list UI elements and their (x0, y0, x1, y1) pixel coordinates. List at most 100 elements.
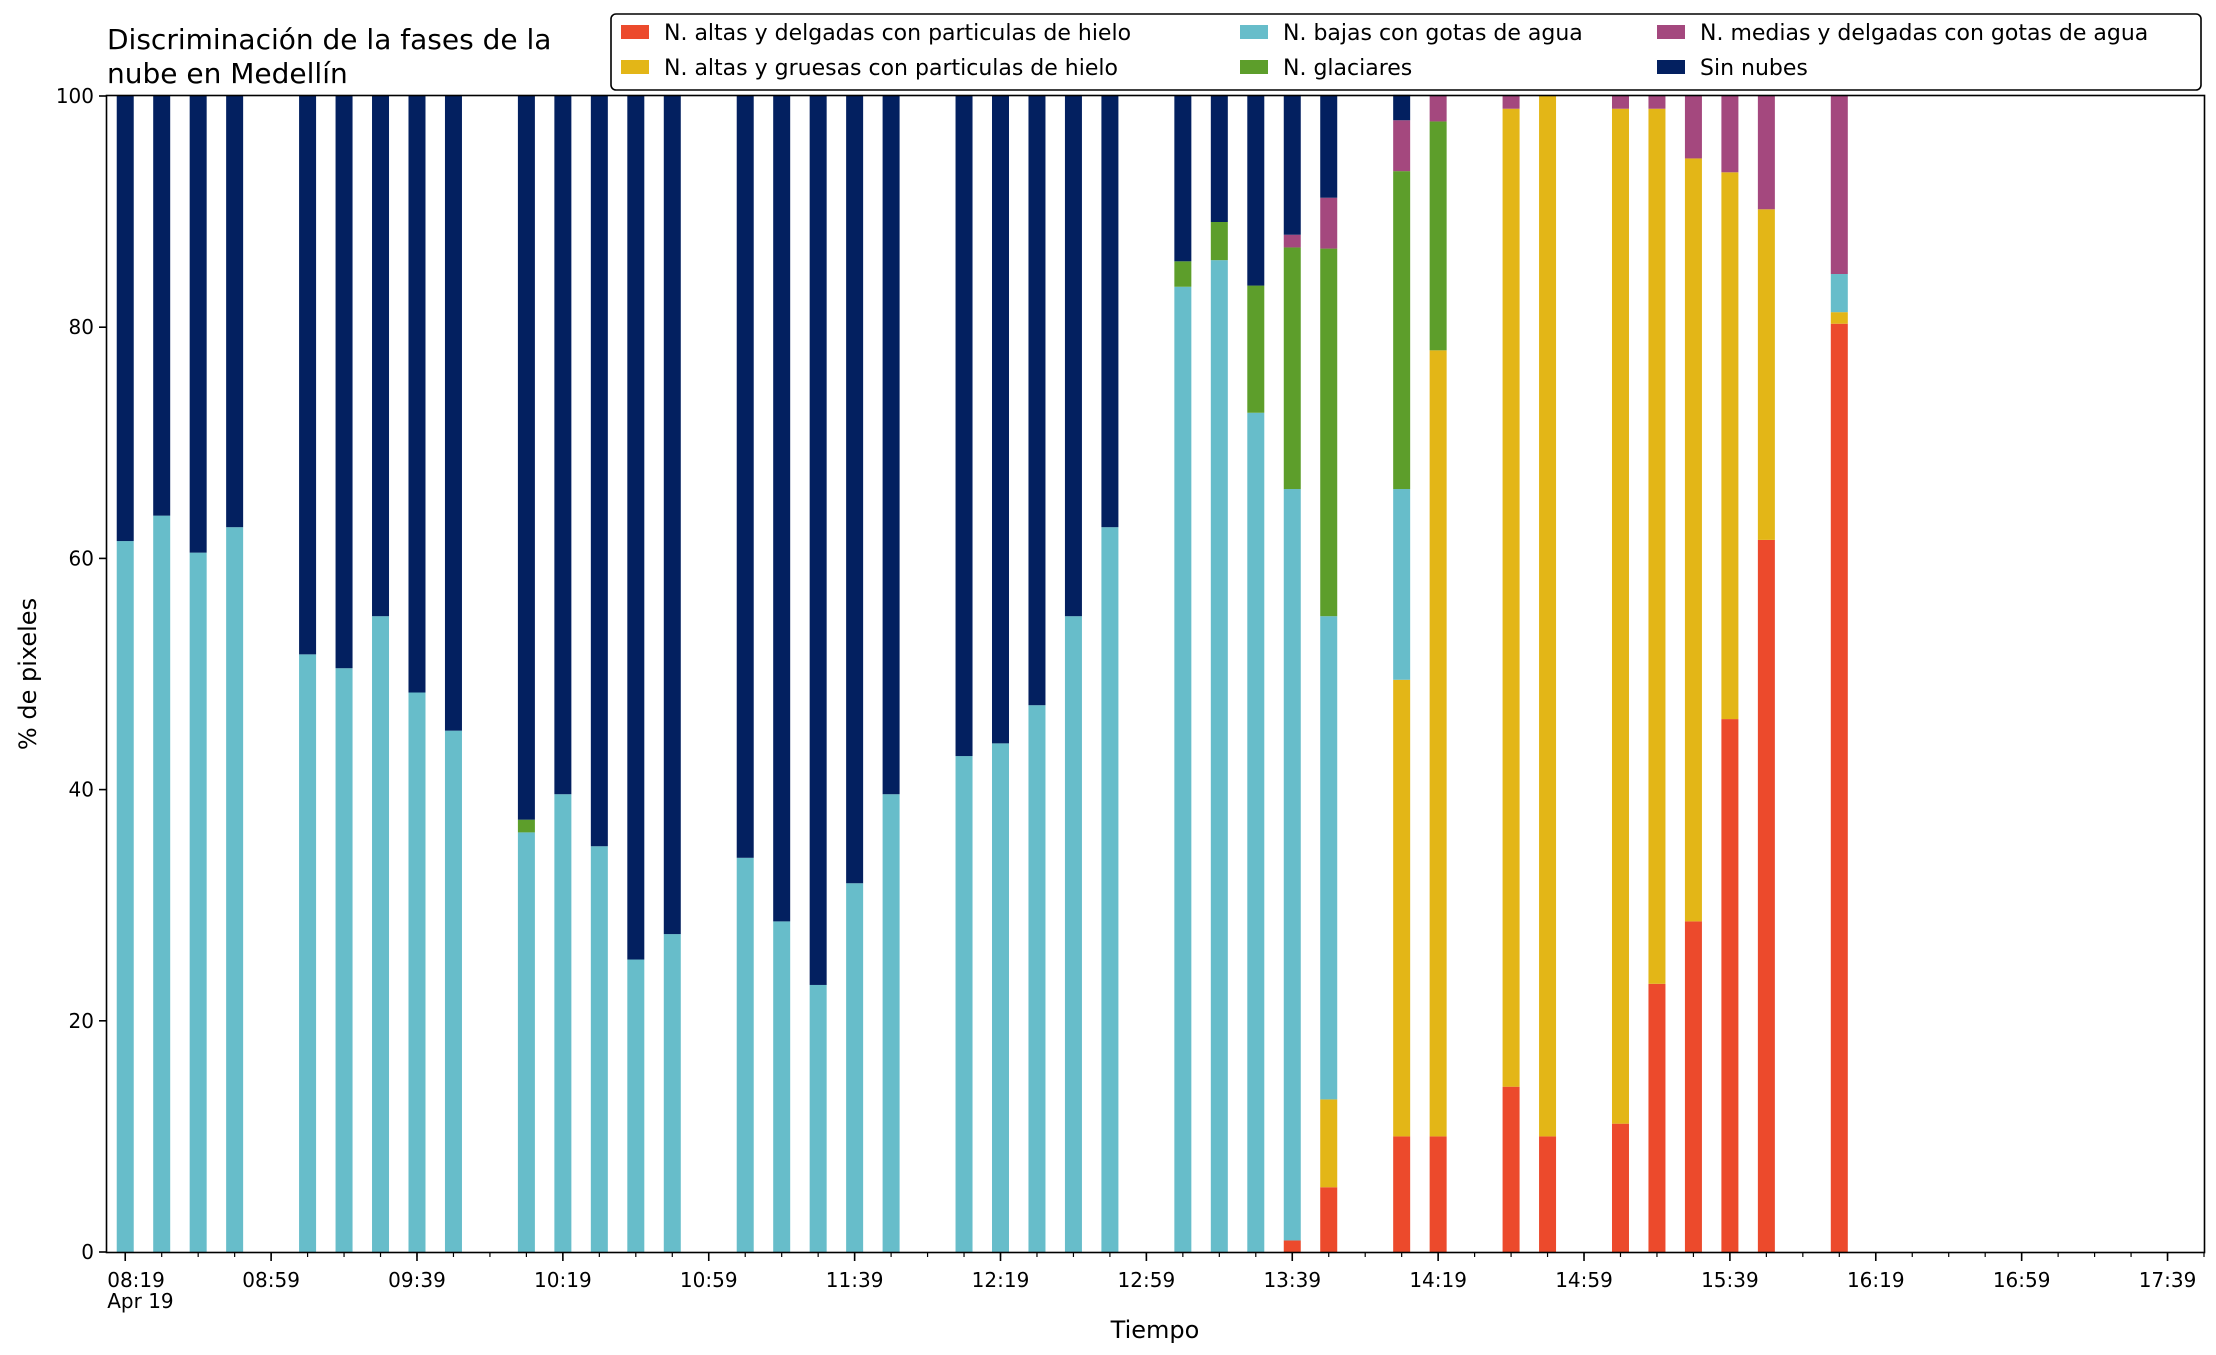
bar-segment-1009-s2 (517, 832, 535, 1252)
legend-label-2: N. bajas con gotas de agua (1283, 21, 1583, 46)
bar-segment-1409-s4 (1393, 120, 1411, 172)
bar-segment-1439-s1 (1502, 108, 1520, 1087)
bar-segment-1529-s4 (1684, 96, 1702, 159)
legend-swatch-5 (1657, 60, 1685, 74)
bar-segment-1029-s5 (590, 96, 608, 847)
bar-segment-0919-s5 (335, 96, 353, 669)
bar-segment-1049-s5 (663, 96, 681, 935)
bar-segment-1409-s1 (1393, 679, 1411, 1137)
y-tick-label-20: 20 (69, 1009, 94, 1033)
legend-label-4: N. medias y delgadas con gotas de agua (1700, 21, 2148, 46)
bar-segment-1149-s2 (882, 794, 900, 1252)
x-tick-label-1059: 10:59 (680, 1268, 738, 1292)
legend-swatch-1 (621, 60, 649, 74)
bar-segment-1039-s2 (627, 959, 645, 1252)
bar-segment-1339-s5 (1283, 96, 1301, 235)
bar-segment-1409-s3 (1393, 171, 1411, 490)
bar-segment-1519-s1 (1648, 108, 1666, 984)
x-axis: 08:19 08:59 09:39 10:19 10:59 11:39 12:19 12:59… (107, 1252, 2205, 1313)
bar-segment-1419-s4 (1429, 96, 1447, 122)
bar-segment-1439-s4 (1502, 96, 1520, 109)
bar-segment-1609-s1 (1830, 312, 1848, 324)
x-tick-sublabel: Apr 19 (107, 1289, 173, 1313)
bar-segment-1549-s1 (1757, 209, 1775, 540)
x-tick-label-0859: 08:59 (242, 1268, 300, 1292)
y-axis: 0 20 40 60 80 100 (56, 84, 107, 1264)
y-tick-label-40: 40 (69, 778, 94, 802)
bar-segment-1109-s5 (736, 96, 754, 858)
bar-segment-1319-s2 (1210, 260, 1228, 1252)
bar-segment-0949-s2 (444, 730, 462, 1252)
bar-segment-1349-s2 (1320, 616, 1338, 1100)
bar-segment-1409-s0 (1393, 1136, 1411, 1252)
bar-segment-1249-s5 (1101, 96, 1119, 528)
bar-segment-1529-s1 (1684, 158, 1702, 922)
x-tick-label-1659: 16:59 (1993, 1268, 2051, 1292)
bar-segment-1339-s4 (1283, 234, 1301, 248)
x-tick-label-0819: 08:19 (107, 1268, 165, 1292)
bar-segment-1409-s5 (1393, 94, 1411, 121)
bar-segment-0819-s5 (116, 96, 134, 542)
bar-segment-1409-s2 (1393, 489, 1411, 680)
bar-segment-1609-s4 (1830, 96, 1848, 275)
bar-segment-1209-s2 (955, 756, 973, 1252)
bar-segment-1219-s2 (992, 743, 1009, 1252)
bar-segment-1339-s2 (1283, 489, 1301, 1241)
legend-swatch-2 (1240, 25, 1268, 39)
bar-segment-1109-s2 (736, 857, 754, 1252)
bar-segment-0919-s2 (335, 668, 353, 1252)
bar-segment-1349-s5 (1320, 96, 1338, 198)
bar-segment-1419-s0 (1429, 1136, 1447, 1252)
bar-segment-1549-s4 (1757, 96, 1775, 210)
legend-items: N. altas y delgadas con particulas de hi… (621, 21, 2148, 81)
chart-title-line-1: Discriminación de la fases de la (107, 23, 551, 56)
y-tick-label-0: 0 (81, 1240, 94, 1264)
bar-segment-1139-s2 (846, 883, 864, 1252)
x-tick-label-1019: 10:19 (534, 1268, 592, 1292)
bar-segment-1329-s3 (1247, 285, 1265, 413)
legend-swatch-0 (621, 25, 649, 39)
legend-label-0: N. altas y delgadas con particulas de hi… (664, 21, 1131, 46)
legend-label-3: N. glaciares (1283, 56, 1412, 81)
bar-segment-1419-s1 (1429, 350, 1447, 1137)
x-tick-label-1619: 16:19 (1847, 1268, 1905, 1292)
bar-segment-1539-s0 (1721, 719, 1739, 1252)
bar-segment-1349-s0 (1320, 1187, 1338, 1252)
x-tick-label-1219: 12:19 (972, 1268, 1030, 1292)
legend-swatch-4 (1657, 25, 1685, 39)
x-tick-label-1739: 17:39 (2139, 1268, 2197, 1292)
bar-segment-1019-s5 (554, 96, 572, 795)
bar-segment-1419-s3 (1429, 121, 1447, 351)
bar-segment-1149-s5 (882, 96, 900, 795)
bar-segment-1349-s3 (1320, 248, 1338, 617)
y-tick-label-100: 100 (56, 84, 94, 108)
bar-segment-0929-s2 (372, 616, 390, 1252)
bars-layer (116, 94, 1848, 1253)
bar-segment-1229-s2 (1028, 705, 1046, 1252)
bar-segment-1319-s3 (1210, 222, 1228, 261)
bar-segment-0839-s2 (189, 552, 207, 1252)
bar-segment-1129-s5 (809, 96, 827, 985)
bar-segment-1349-s1 (1320, 1099, 1338, 1188)
bar-segment-1339-s0 (1283, 1240, 1301, 1252)
bar-segment-1329-s2 (1247, 412, 1265, 1252)
bar-segment-1249-s2 (1101, 527, 1119, 1252)
bar-segment-1219-s5 (992, 96, 1009, 744)
bar-segment-0829-s2 (153, 515, 171, 1252)
bar-segment-1449-s0 (1539, 1136, 1557, 1252)
bar-segment-1529-s0 (1684, 921, 1702, 1252)
bar-segment-1029-s2 (590, 846, 608, 1252)
legend: N. altas y delgadas con particulas de hi… (610, 13, 2202, 91)
bar-segment-1609-s2 (1830, 274, 1848, 313)
bar-segment-1449-s1 (1539, 96, 1557, 1137)
x-tick-label-1339: 13:39 (1263, 1268, 1321, 1292)
bar-segment-1519-s0 (1648, 983, 1666, 1252)
bar-segment-0909-s5 (299, 96, 317, 655)
bar-segment-1009-s3 (517, 819, 535, 833)
bar-segment-1549-s0 (1757, 539, 1775, 1252)
y-axis-label: % de pixeles (14, 598, 42, 750)
bar-segment-1339-s3 (1283, 247, 1301, 490)
bar-segment-1309-s3 (1174, 261, 1192, 287)
bar-segment-1539-s1 (1721, 172, 1739, 720)
